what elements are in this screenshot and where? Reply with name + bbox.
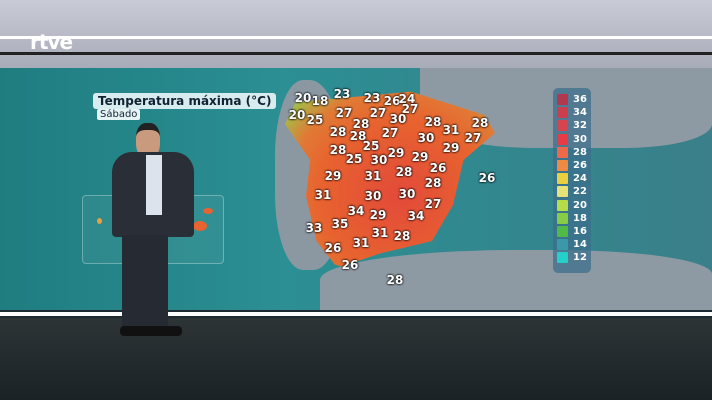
temperature-label: 28 — [352, 117, 370, 131]
legend-swatch — [557, 199, 568, 211]
legend-item: 26 — [553, 159, 591, 172]
temperature-label: 28 — [349, 129, 367, 143]
temperature-label: 30 — [398, 187, 416, 201]
legend-item: 22 — [553, 185, 591, 198]
temperature-label: 26 — [478, 171, 496, 185]
legend-value: 32 — [573, 120, 587, 132]
temperature-label: 27 — [335, 106, 353, 120]
temperature-label: 27 — [424, 197, 442, 211]
temperature-label: 23 — [363, 91, 381, 105]
legend-item: 18 — [553, 212, 591, 225]
temperature-label: 31 — [364, 169, 382, 183]
legend-value: 30 — [573, 133, 587, 145]
legend-value: 22 — [573, 186, 587, 198]
legend-swatch — [557, 120, 568, 132]
temperature-label: 28 — [424, 176, 442, 190]
legend-swatch — [557, 252, 568, 264]
temperature-label: 35 — [331, 217, 349, 231]
legend-value: 26 — [573, 160, 587, 172]
temperature-label: 28 — [386, 273, 404, 287]
legend-swatch — [557, 212, 568, 224]
temperature-label: 26 — [324, 241, 342, 255]
legend-item: 36 — [553, 93, 591, 106]
legend-item: 14 — [553, 238, 591, 251]
legend-swatch — [557, 225, 568, 237]
temperature-label: 28 — [329, 125, 347, 139]
temperature-label: 27 — [401, 102, 419, 116]
temperature-label: 20 — [288, 108, 306, 122]
temperature-label: 26 — [383, 94, 401, 108]
divider — [0, 36, 712, 39]
temperature-label: 29 — [442, 141, 460, 155]
legend-swatch — [557, 239, 568, 251]
temperature-label: 33 — [305, 221, 323, 235]
legend-item: 28 — [553, 146, 591, 159]
rtve-logo: rtve — [30, 30, 73, 54]
map-day: Sábado — [97, 109, 141, 120]
temperature-label: 25 — [306, 113, 324, 127]
studio-floor — [0, 318, 712, 400]
legend-swatch — [557, 173, 568, 185]
temperature-label: 34 — [347, 204, 365, 218]
legend-value: 20 — [573, 199, 587, 211]
temperature-label: 28 — [471, 116, 489, 130]
temperature-label: 28 — [395, 165, 413, 179]
legend-swatch — [557, 186, 568, 198]
temperature-label: 34 — [407, 209, 425, 223]
temperature-label: 20 — [294, 91, 312, 105]
map-title: Temperatura máxima (°C) — [93, 93, 277, 109]
legend-value: 12 — [573, 252, 587, 264]
temperature-label: 31 — [442, 123, 460, 137]
legend-item: 32 — [553, 119, 591, 132]
temperature-label: 30 — [364, 189, 382, 203]
legend-swatch — [557, 146, 568, 158]
temperature-label: 27 — [381, 126, 399, 140]
africa-land — [320, 250, 712, 310]
temperature-label: 31 — [352, 236, 370, 250]
legend-swatch — [557, 94, 568, 106]
legend-item: 20 — [553, 199, 591, 212]
temperature-label: 28 — [393, 229, 411, 243]
legend-value: 18 — [573, 212, 587, 224]
temperature-label: 28 — [329, 143, 347, 157]
temperature-label: 27 — [369, 106, 387, 120]
legend-item: 16 — [553, 225, 591, 238]
temperature-label: 25 — [345, 152, 363, 166]
temperature-label: 26 — [341, 258, 359, 272]
temperature-label: 24 — [398, 92, 416, 106]
legend-item: 24 — [553, 172, 591, 185]
temperature-label: 31 — [314, 188, 332, 202]
legend-value: 36 — [573, 94, 587, 106]
temperature-label: 29 — [387, 146, 405, 160]
legend-value: 16 — [573, 225, 587, 237]
legend-swatch — [557, 107, 568, 119]
temperature-legend: 36 34 32 30 28 26 24 22 20 18 16 14 12 — [553, 88, 591, 273]
legend-value: 14 — [573, 239, 587, 251]
legend-swatch — [557, 160, 568, 172]
temperature-label: 29 — [411, 150, 429, 164]
legend-swatch — [557, 133, 568, 145]
temperature-label: 29 — [324, 169, 342, 183]
temperature-label: 31 — [371, 226, 389, 240]
legend-value: 28 — [573, 146, 587, 158]
temperature-label: 18 — [311, 94, 329, 108]
legend-item: 12 — [553, 251, 591, 264]
temperature-label: 28 — [424, 115, 442, 129]
studio-header: rtve — [0, 0, 712, 68]
divider — [0, 312, 712, 316]
legend-value: 24 — [573, 173, 587, 185]
divider — [0, 52, 712, 55]
legend-item: 34 — [553, 106, 591, 119]
temperature-label: 30 — [417, 131, 435, 145]
temperature-label: 26 — [429, 161, 447, 175]
temperature-label: 30 — [389, 112, 407, 126]
temperature-label: 23 — [333, 87, 351, 101]
temperature-label: 30 — [370, 153, 388, 167]
temperature-label: 27 — [464, 131, 482, 145]
temperature-label: 29 — [369, 208, 387, 222]
legend-item: 30 — [553, 133, 591, 146]
legend-value: 34 — [573, 107, 587, 119]
temperature-label: 25 — [362, 139, 380, 153]
